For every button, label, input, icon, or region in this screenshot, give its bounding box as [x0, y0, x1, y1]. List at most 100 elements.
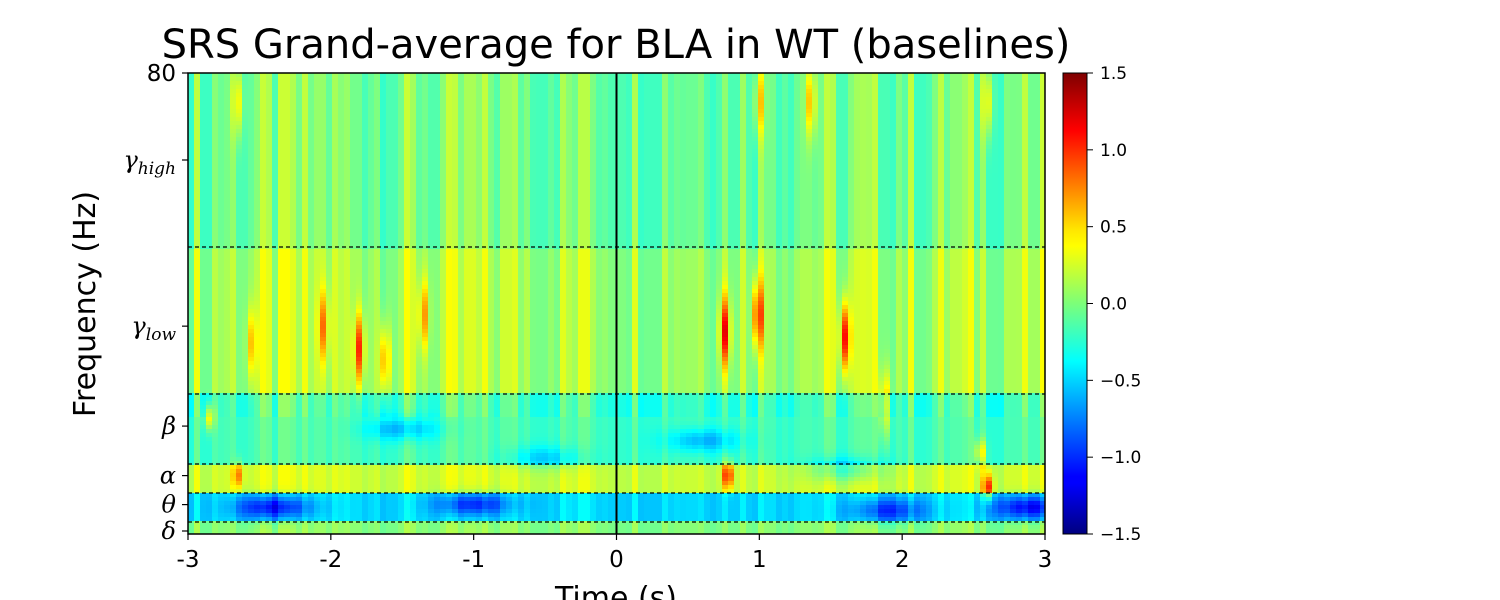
- heatmap-cell: [320, 161, 326, 165]
- heatmap-cell: [530, 121, 536, 125]
- heatmap-cell: [1010, 205, 1016, 209]
- heatmap-cell: [716, 185, 722, 189]
- heatmap-cell: [206, 149, 212, 153]
- heatmap-cell: [752, 153, 758, 157]
- heatmap-cell: [932, 173, 938, 177]
- heatmap-cell: [326, 129, 332, 133]
- heatmap-cell: [890, 73, 896, 77]
- heatmap-cell: [938, 181, 944, 185]
- heatmap-cell: [488, 77, 494, 81]
- heatmap-cell: [782, 133, 788, 137]
- heatmap-cell: [224, 149, 230, 153]
- heatmap-cell: [716, 157, 722, 161]
- heatmap-cell: [404, 157, 410, 161]
- heatmap-cell: [680, 129, 686, 133]
- heatmap-cell: [800, 205, 806, 209]
- heatmap-cell: [476, 205, 482, 209]
- heatmap-cell: [848, 125, 854, 129]
- heatmap-cell: [362, 101, 368, 105]
- heatmap-cell: [362, 177, 368, 181]
- heatmap-cell: [410, 145, 416, 149]
- heatmap-cell: [776, 185, 782, 189]
- heatmap-cell: [890, 209, 896, 213]
- heatmap-cell: [866, 129, 872, 133]
- heatmap-cell: [878, 101, 884, 105]
- heatmap-cell: [686, 113, 692, 117]
- heatmap-cell: [1016, 169, 1022, 173]
- heatmap-cell: [356, 145, 362, 149]
- heatmap-cell: [254, 145, 260, 149]
- heatmap-cell: [638, 157, 644, 161]
- heatmap-cell: [422, 185, 428, 189]
- heatmap-cell: [854, 209, 860, 213]
- heatmap-cell: [680, 177, 686, 181]
- heatmap-cell: [260, 197, 266, 201]
- heatmap-cell: [266, 185, 272, 189]
- heatmap-cell: [224, 185, 230, 189]
- heatmap-cell: [518, 177, 524, 181]
- heatmap-cell: [242, 117, 248, 121]
- heatmap-cell: [638, 189, 644, 193]
- heatmap-cell: [230, 133, 236, 137]
- heatmap-cell: [836, 189, 842, 193]
- heatmap-cell: [854, 117, 860, 121]
- heatmap-cell: [686, 177, 692, 181]
- heatmap-cell: [704, 165, 710, 169]
- heatmap-cell: [812, 209, 818, 213]
- heatmap-cell: [920, 129, 926, 133]
- heatmap-cell: [392, 189, 398, 193]
- heatmap-cell: [782, 137, 788, 141]
- heatmap-cell: [686, 77, 692, 81]
- heatmap-cell: [206, 113, 212, 117]
- heatmap-cell: [548, 149, 554, 153]
- heatmap-cell: [464, 113, 470, 117]
- heatmap-cell: [626, 157, 632, 161]
- heatmap-cell: [320, 81, 326, 85]
- heatmap-cell: [236, 97, 242, 101]
- heatmap-cell: [1028, 101, 1034, 105]
- heatmap-cell: [626, 197, 632, 201]
- heatmap-cell: [212, 121, 218, 125]
- heatmap-cell: [524, 117, 530, 121]
- heatmap-cell: [1028, 117, 1034, 121]
- heatmap-cell: [218, 85, 224, 89]
- heatmap-cell: [890, 161, 896, 165]
- heatmap-cell: [662, 89, 668, 93]
- heatmap-cell: [500, 121, 506, 125]
- heatmap-cell: [194, 177, 200, 181]
- heatmap-cell: [386, 133, 392, 137]
- heatmap-cell: [374, 73, 380, 77]
- heatmap-cell: [206, 161, 212, 165]
- heatmap-cell: [488, 181, 494, 185]
- heatmap-cell: [356, 129, 362, 133]
- heatmap-cell: [440, 177, 446, 181]
- heatmap-cell: [986, 109, 992, 113]
- heatmap-cell: [188, 101, 194, 105]
- heatmap-cell: [428, 181, 434, 185]
- heatmap-cell: [416, 93, 422, 97]
- heatmap-cell: [896, 121, 902, 125]
- heatmap-cell: [326, 173, 332, 177]
- heatmap-cell: [866, 105, 872, 109]
- heatmap-cell: [638, 121, 644, 125]
- heatmap-cell: [596, 141, 602, 145]
- heatmap-cell: [194, 209, 200, 213]
- heatmap-cell: [968, 145, 974, 149]
- heatmap-cell: [668, 73, 674, 77]
- heatmap-cell: [398, 109, 404, 113]
- heatmap-cell: [830, 101, 836, 105]
- heatmap-cell: [278, 121, 284, 125]
- heatmap-cell: [350, 93, 356, 97]
- heatmap-cell: [1034, 169, 1040, 173]
- heatmap-cell: [884, 197, 890, 201]
- heatmap-cell: [536, 193, 542, 197]
- heatmap-cell: [476, 109, 482, 113]
- heatmap-cell: [878, 77, 884, 81]
- heatmap-cell: [320, 133, 326, 137]
- heatmap-cell: [686, 105, 692, 109]
- heatmap-cell: [674, 185, 680, 189]
- heatmap-cell: [908, 117, 914, 121]
- heatmap-cell: [554, 121, 560, 125]
- heatmap-cell: [302, 105, 308, 109]
- heatmap-cell: [506, 169, 512, 173]
